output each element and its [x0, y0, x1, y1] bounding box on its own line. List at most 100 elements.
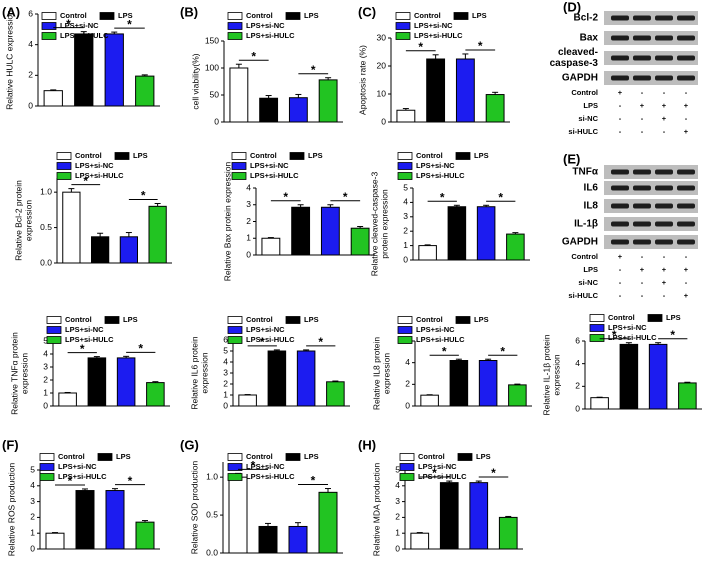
- y-axis-label: Relative IL8 protein: [371, 337, 381, 411]
- bar: [43, 90, 63, 107]
- legend-label: Control: [65, 315, 92, 324]
- blot-band: [677, 239, 695, 245]
- y-axis-label: Relative SOD production: [189, 460, 199, 554]
- y-tick-label: 0: [575, 403, 580, 413]
- bar: [267, 350, 287, 407]
- group-sign: -: [619, 101, 622, 110]
- y-tick-label: 50: [210, 89, 220, 99]
- group-sign: +: [662, 278, 667, 287]
- legend-swatch: [231, 162, 247, 170]
- legend-swatch: [285, 12, 301, 20]
- blot-band: [677, 75, 695, 81]
- protein-label: IL-1β: [574, 219, 598, 230]
- group-sign: +: [662, 265, 667, 274]
- legend-label: LPS: [123, 315, 138, 324]
- legend-label: LPS+si-HULC: [416, 335, 465, 344]
- y-tick-label: 0: [30, 543, 35, 553]
- bar: [590, 397, 609, 410]
- sig-star: *: [251, 49, 256, 63]
- sig-star: *: [670, 328, 675, 342]
- sig-star: *: [491, 466, 496, 480]
- bar: [229, 67, 249, 123]
- y-tick-label: 30: [377, 32, 387, 42]
- legend-label: LPS+si-NC: [418, 462, 457, 471]
- legend-swatch: [46, 326, 62, 334]
- legend-swatch: [99, 12, 115, 20]
- blot-band: [611, 221, 629, 227]
- bar: [258, 525, 278, 554]
- bar: [439, 482, 459, 550]
- legend-swatch: [397, 172, 413, 180]
- legend-label: LPS+si-NC: [58, 462, 97, 471]
- legend-swatch: [227, 473, 243, 481]
- protein-label: Bax: [580, 33, 599, 44]
- bar: [410, 532, 430, 550]
- blot-band: [677, 15, 695, 21]
- bar: [418, 245, 437, 261]
- group-sign: -: [619, 127, 622, 136]
- blot-band: [611, 203, 629, 209]
- legend-label: LPS+si-NC: [75, 161, 114, 170]
- sig-star: *: [141, 189, 146, 203]
- legend-label: LPS+si-HULC: [414, 31, 463, 40]
- blot-band: [633, 75, 651, 81]
- y-tick-label: 0: [28, 100, 33, 110]
- legend-label: Control: [608, 313, 635, 322]
- legend-swatch: [399, 463, 415, 471]
- legend-swatch: [41, 22, 57, 30]
- bar: [146, 382, 165, 407]
- y-tick-label: 1: [223, 389, 228, 399]
- legend-swatch: [647, 314, 663, 322]
- legend-label: LPS+si-NC: [246, 325, 285, 334]
- sig-star: *: [283, 190, 288, 204]
- y-tick-label: 3: [43, 361, 48, 371]
- group-sign: -: [641, 88, 644, 97]
- y-tick-label: 0.0: [206, 547, 218, 557]
- legend-label: LPS+si-HULC: [246, 335, 295, 344]
- blot-band: [611, 185, 629, 191]
- bar: [91, 236, 110, 264]
- group-sign: -: [619, 114, 622, 123]
- y-tick-label: 0: [395, 543, 400, 553]
- y-tick-label: 4: [575, 358, 580, 368]
- bar: [105, 490, 125, 550]
- y-tick-label: 4: [223, 356, 228, 366]
- group-sign: -: [619, 278, 622, 287]
- legend-label: LPS+si-NC: [65, 325, 104, 334]
- legend-swatch: [227, 12, 243, 20]
- group-label: LPS: [583, 101, 598, 110]
- blot-band: [655, 185, 673, 191]
- y-axis-label: protein expression: [379, 189, 389, 259]
- y-tick-label: 0: [403, 254, 408, 264]
- y-tick-label: 0: [43, 400, 48, 410]
- y-tick-label: 6: [28, 8, 33, 18]
- legend-swatch: [289, 152, 305, 160]
- sig-star: *: [128, 474, 133, 488]
- legend-label: LPS: [304, 452, 319, 461]
- y-tick-label: 150: [205, 35, 219, 45]
- legend-swatch: [589, 314, 605, 322]
- legend-swatch: [104, 316, 120, 324]
- group-sign: -: [641, 278, 644, 287]
- legend-label: Control: [75, 151, 102, 160]
- panel-label: (C): [358, 4, 376, 19]
- bar: [476, 206, 496, 261]
- y-tick-label: 0: [405, 400, 410, 410]
- group-sign: -: [663, 291, 666, 300]
- blot-band: [655, 35, 673, 41]
- legend-label: LPS+si-NC: [414, 21, 453, 30]
- legend-label: LPS+si-HULC: [65, 335, 114, 344]
- blot-band: [633, 35, 651, 41]
- legend-label: LPS: [308, 151, 323, 160]
- blot-band: [677, 169, 695, 175]
- group-sign: +: [640, 101, 645, 110]
- y-tick-label: 2: [223, 378, 228, 388]
- y-tick-label: 1: [246, 233, 251, 243]
- y-tick-label: 3: [395, 496, 400, 506]
- bar: [426, 58, 446, 123]
- y-axis-label: Relative TNFα protein: [9, 332, 19, 415]
- y-tick-label: 1: [395, 527, 400, 537]
- y-tick-label: 0: [381, 116, 386, 126]
- bar: [74, 33, 94, 107]
